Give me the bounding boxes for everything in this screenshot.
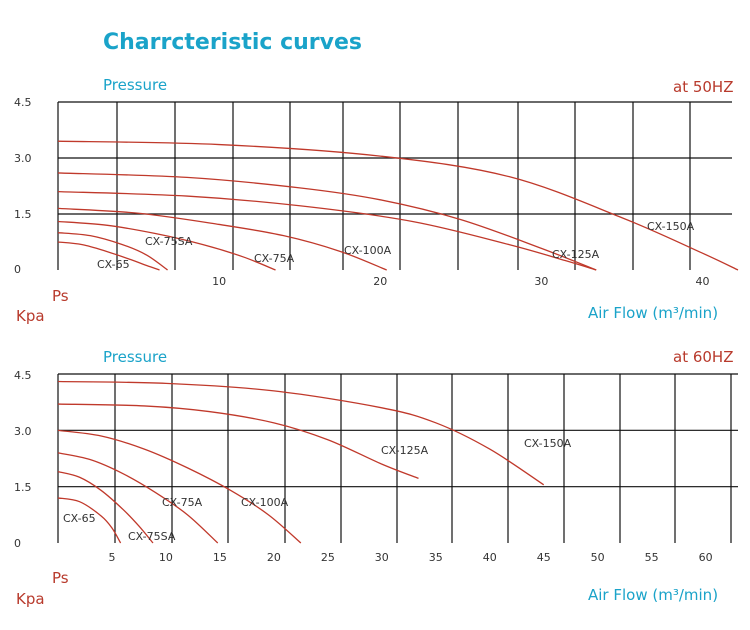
curve-cx-75sa: [57, 232, 168, 271]
x-tick-label: 5: [108, 551, 115, 564]
curve-cx-100a: [57, 207, 387, 271]
curve-label: CX-75SA: [128, 530, 176, 543]
x-tick-label: 30: [534, 275, 548, 288]
x-tick-label: 40: [483, 551, 497, 564]
y-tick-label: 4.5: [14, 369, 32, 382]
x-tick-label: 10: [212, 275, 226, 288]
x-tick-label: 30: [375, 551, 389, 564]
curve-cx-75sa: [57, 471, 154, 544]
chart1-x-title: Air Flow (m³/min): [588, 304, 719, 322]
curve-label: CX-150A: [524, 437, 572, 450]
x-tick-label: 60: [699, 551, 713, 564]
curve-label: CX-65: [97, 258, 130, 271]
x-tick-label: 20: [373, 275, 387, 288]
chart-2: 4.5 3.0 1.5 0 5 10 15 20 25 30 35 40 45 50 55 60 CX-65 CX…: [14, 369, 738, 564]
chart2-y-unit-ps: Ps: [52, 569, 69, 587]
curve-label: CX-75A: [162, 496, 203, 509]
x-tick-label: 15: [213, 551, 227, 564]
curve-label: CX-75SA: [145, 235, 193, 248]
curve-cx-125a: [57, 190, 597, 271]
curve-cx-100a: [57, 429, 302, 544]
curve-cx-75a: [57, 220, 276, 271]
chart2-frequency: at 60HZ: [673, 348, 734, 366]
x-tick-label: 35: [429, 551, 443, 564]
x-tick-label: 45: [537, 551, 551, 564]
curve-cx-125a: [57, 403, 419, 480]
chart2-x-title: Air Flow (m³/min): [588, 586, 719, 604]
x-tick-label: 10: [159, 551, 173, 564]
curve-label: CX-125A: [552, 248, 600, 261]
y-tick-label: 0: [14, 263, 21, 276]
x-tick-label: 50: [591, 551, 605, 564]
curve-label: CX-65: [63, 512, 96, 525]
curve-label: CX-150A: [647, 220, 695, 233]
x-tick-label: 20: [267, 551, 281, 564]
chart2-y-title: Pressure: [103, 348, 168, 366]
page-title: Charrcteristic curves: [103, 30, 362, 55]
chart1-y-title: Pressure: [103, 76, 168, 94]
y-tick-label: 3.0: [14, 425, 32, 438]
chart-1: 4.5 3.0 1.5 0 10 20 30 40 CX-65 CX-75SA CX-75A CX-1…: [14, 96, 739, 288]
curve-cx-65: [57, 241, 160, 271]
y-tick-label: 4.5: [14, 96, 32, 109]
curve-cx-125a: [57, 172, 597, 271]
chart1-y-unit-kpa: Kpa: [16, 307, 45, 325]
curve-label: CX-75A: [254, 252, 295, 265]
curve-label: CX-125A: [381, 444, 429, 457]
x-tick-label: 55: [645, 551, 659, 564]
curve-label: CX-100A: [344, 244, 392, 257]
curve-cx-65: [57, 497, 122, 544]
curve-cx-150a: [57, 380, 545, 486]
x-tick-label: 25: [321, 551, 335, 564]
y-tick-label: 0: [14, 537, 21, 550]
y-tick-label: 1.5: [14, 208, 32, 221]
chart1-frequency: at 50HZ: [673, 78, 734, 96]
x-tick-label: 40: [696, 275, 710, 288]
curve-cx-75a: [57, 452, 219, 544]
y-tick-label: 3.0: [14, 152, 32, 165]
y-tick-label: 1.5: [14, 481, 32, 494]
chart2-y-unit-kpa: Kpa: [16, 590, 45, 608]
curve-cx-150a: [57, 140, 739, 271]
curve-label: CX-100A: [241, 496, 289, 509]
chart1-y-unit-ps: Ps: [52, 287, 69, 305]
